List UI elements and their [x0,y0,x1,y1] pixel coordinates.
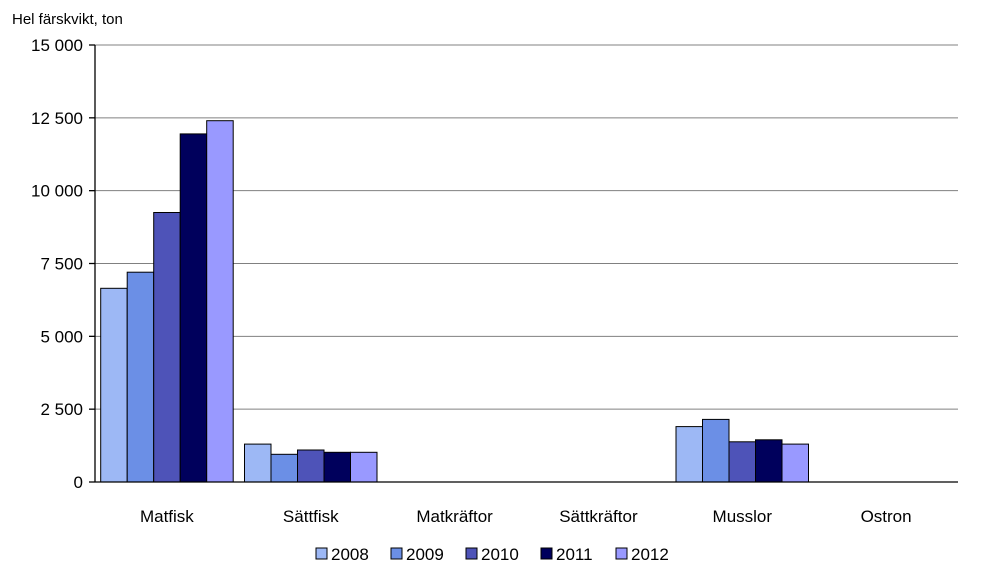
y-tick-label: 5 000 [40,327,83,346]
bar-2011 [179,133,208,483]
y-tick-label: 12 500 [31,109,83,128]
legend-swatch [540,547,553,560]
legend-swatch [315,547,328,560]
y-tick-label: 0 [74,473,83,492]
legend-label: 2009 [406,545,444,564]
legend-label: 2011 [556,545,593,564]
bar-2009 [126,271,155,483]
legend-label: 2008 [331,545,369,564]
bar-2008 [675,426,703,483]
y-tick-label: 2 500 [40,400,83,419]
bar-2009 [270,453,298,483]
legend: 2008 2009 2010 2011 2012 [315,545,669,564]
x-tick-label: Matkräftor [416,507,493,526]
x-tick-label: Matfisk [140,507,194,526]
bar-2009 [702,418,730,483]
y-tick-label: 15 000 [31,36,83,55]
x-tick-label: Musslor [713,507,773,526]
legend-label: 2010 [481,545,519,564]
bar-2012 [350,451,378,483]
x-tick-label: Sättkräftor [559,507,638,526]
x-tick-labels: Matfisk Sättfisk Matkräftor Sättkräftor Muss… [140,507,912,526]
bars [100,120,809,483]
axes [89,44,958,483]
bar-2010 [153,212,181,483]
legend-swatch [390,547,403,560]
legend-swatch [465,547,478,560]
legend-label: 2012 [631,545,669,564]
bar-2008 [244,443,272,483]
bar-2010 [297,449,325,483]
y-tick-label: 10 000 [31,182,83,201]
bar-2011 [323,451,351,483]
bar-2010 [728,441,756,483]
y-tick-labels: 0 2 500 5 000 7 500 10 000 12 500 15 000 [31,36,83,492]
bar-2008 [100,287,128,483]
gridlines [95,44,958,410]
x-tick-label: Sättfisk [283,507,339,526]
bar-2012 [206,120,234,483]
y-tick-label: 7 500 [40,255,83,274]
y-axis-label: Hel färskvikt, ton [12,11,123,28]
bar-2012 [781,443,809,483]
bar-2011 [755,439,783,483]
x-tick-label: Ostron [861,507,912,526]
legend-swatch [615,547,628,560]
